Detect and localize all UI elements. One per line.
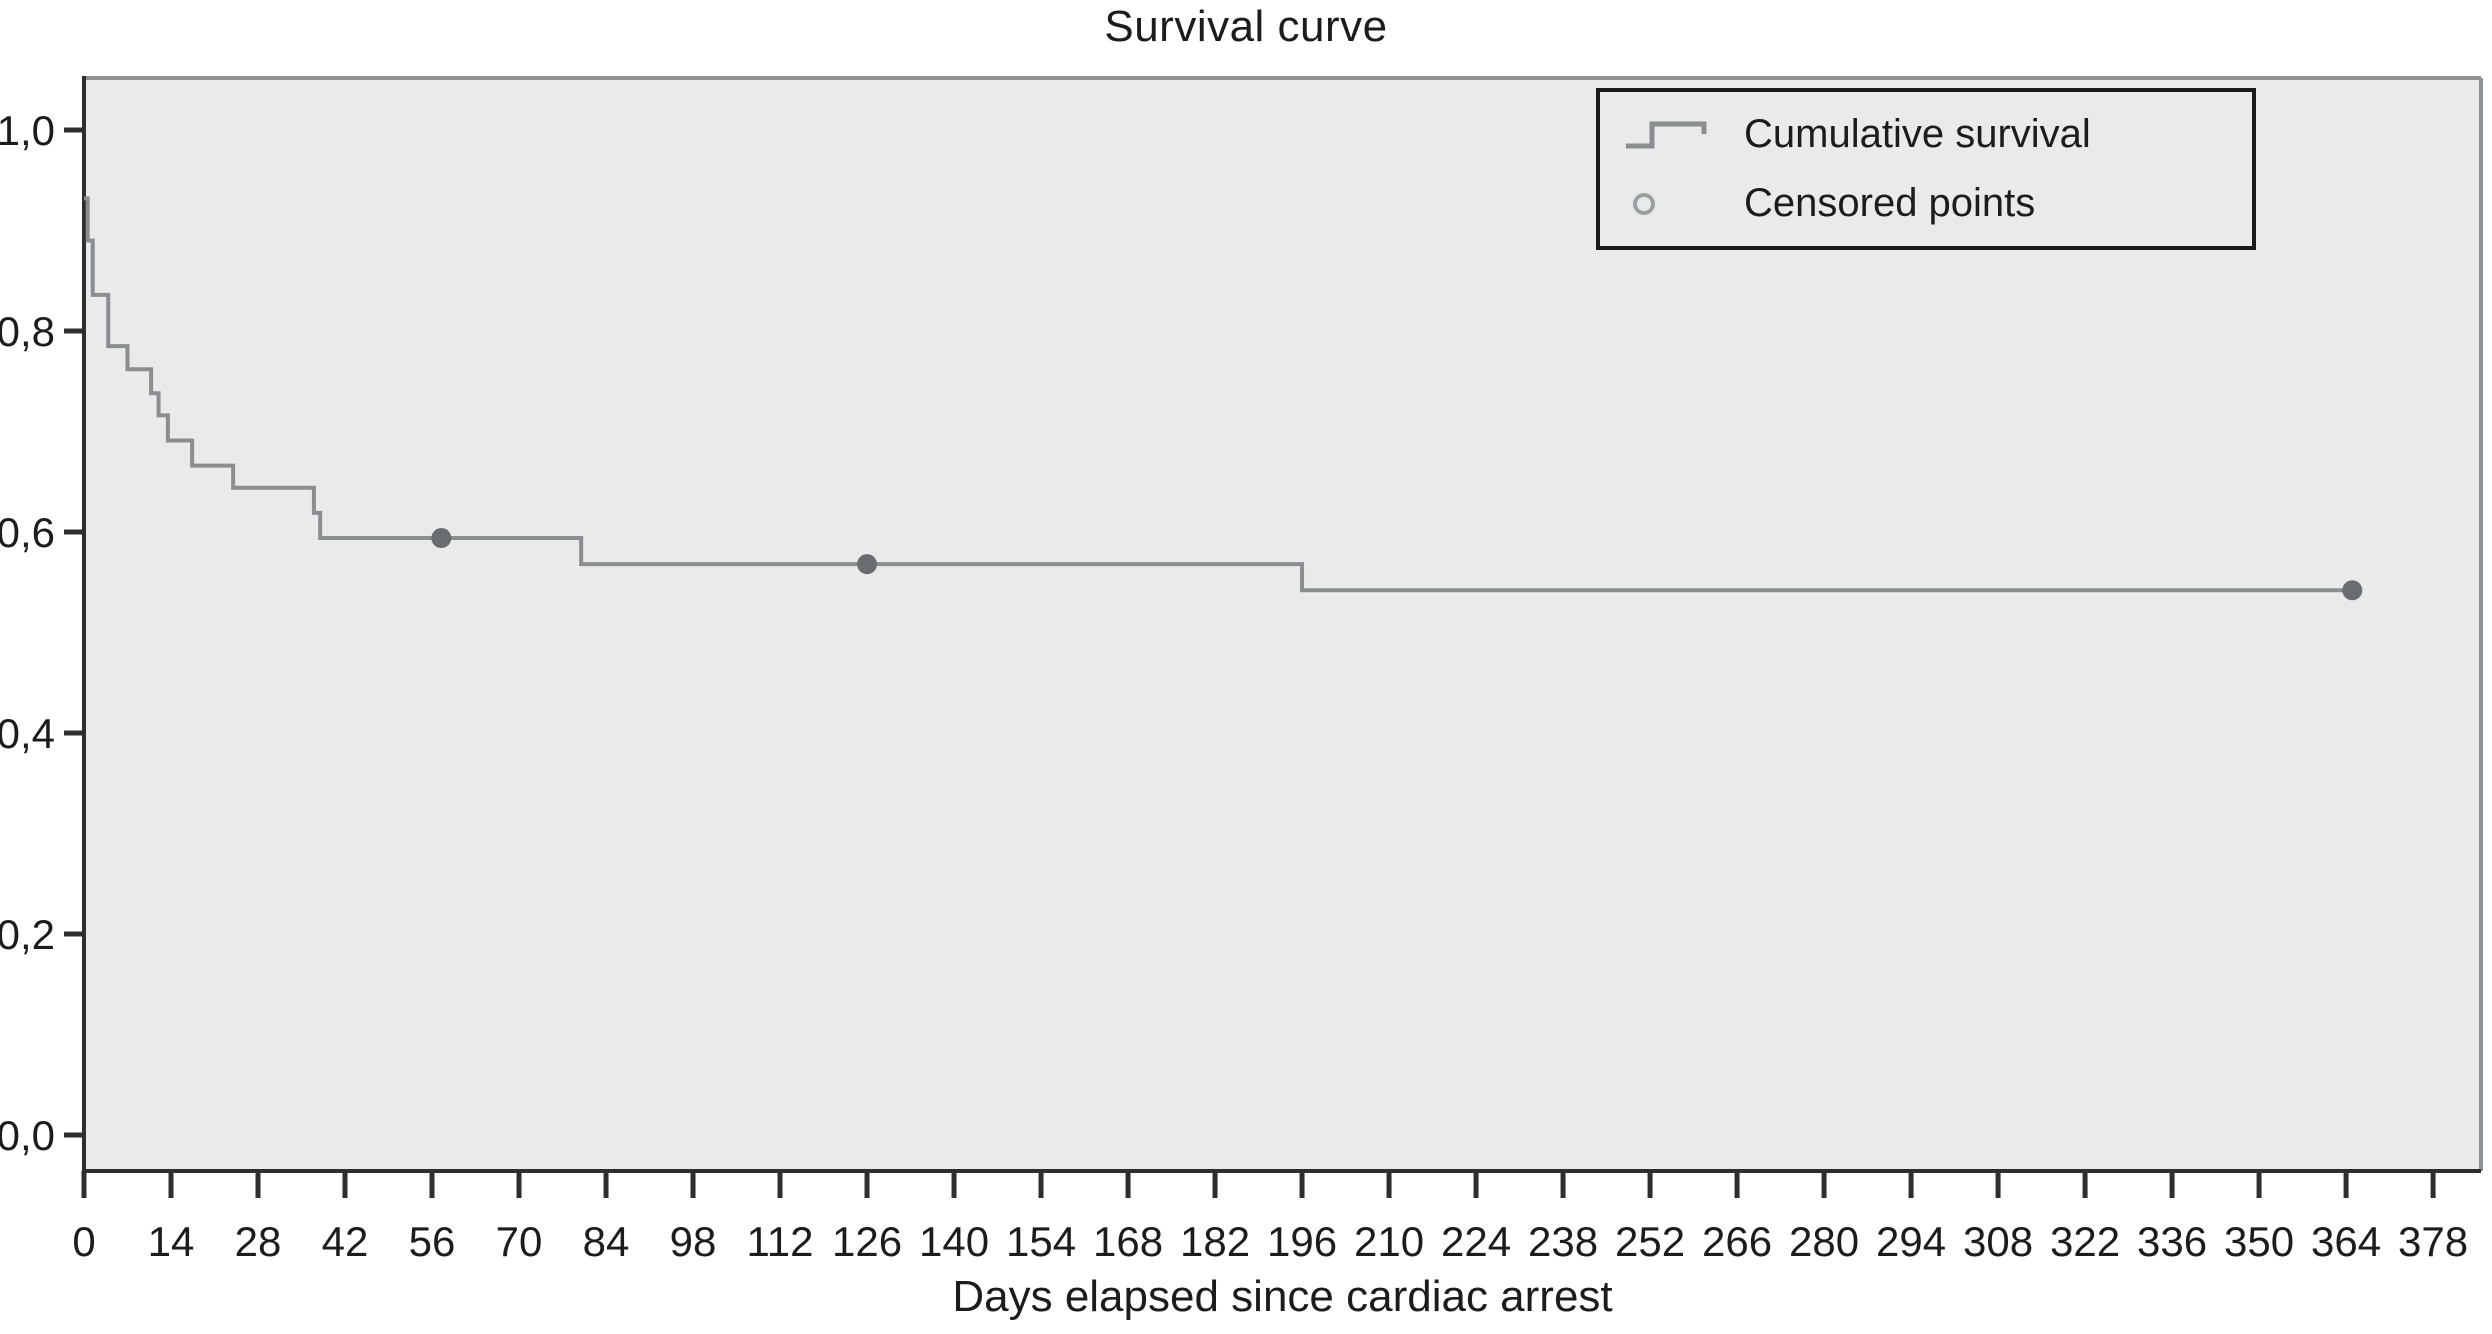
x-tick-label: 378 (2398, 1218, 2468, 1265)
step-line-icon (1622, 113, 1718, 157)
x-tick-label: 322 (2050, 1218, 2120, 1265)
open-circle-icon (1622, 182, 1718, 226)
x-tick-label: 28 (235, 1218, 282, 1265)
x-tick-label: 140 (919, 1218, 989, 1265)
x-tick-label: 266 (1702, 1218, 1772, 1265)
x-tick-label: 224 (1441, 1218, 1511, 1265)
x-tick-label: 336 (2137, 1218, 2207, 1265)
x-tick-label: 126 (832, 1218, 902, 1265)
x-tick-label: 308 (1963, 1218, 2033, 1265)
x-tick-label: 0 (72, 1218, 95, 1265)
legend-item-cumulative-survival: Cumulative survival (1622, 112, 2230, 157)
x-tick-label: 294 (1876, 1218, 1946, 1265)
x-tick-label: 154 (1006, 1218, 1076, 1265)
x-tick-label: 14 (148, 1218, 195, 1265)
x-tick-label: 238 (1528, 1218, 1598, 1265)
legend-item-censored-points: Censored points (1622, 181, 2230, 226)
y-tick-label: 0,4 (0, 710, 55, 757)
plot-area (84, 78, 2481, 1171)
legend-label: Censored points (1744, 181, 2036, 225)
legend-label: Cumulative survival (1744, 112, 2091, 156)
censored-point-marker (431, 528, 452, 549)
legend-box: Cumulative survival Censored points (1596, 88, 2256, 250)
x-tick-label: 112 (747, 1218, 814, 1265)
x-tick-label: 42 (322, 1218, 369, 1265)
y-tick-label: 0,6 (0, 509, 55, 556)
x-tick-label: 70 (496, 1218, 543, 1265)
x-tick-label: 182 (1180, 1218, 1250, 1265)
y-tick-label: 0,8 (0, 308, 55, 355)
x-tick-label: 84 (583, 1218, 630, 1265)
x-tick-label: 56 (409, 1218, 456, 1265)
x-tick-label: 196 (1267, 1218, 1337, 1265)
chart-title: Survival curve (1104, 2, 1388, 51)
x-tick-label: 210 (1354, 1218, 1424, 1265)
x-axis-title: Days elapsed since cardiac arrest (952, 1272, 1613, 1321)
x-tick-label: 98 (670, 1218, 717, 1265)
censored-point-marker (2342, 580, 2363, 601)
x-tick-label: 364 (2311, 1218, 2381, 1265)
x-tick-label: 168 (1093, 1218, 1163, 1265)
y-tick-label: 1,0 (0, 107, 55, 154)
x-tick-label: 280 (1789, 1218, 1859, 1265)
y-tick-label: 0,2 (0, 911, 55, 958)
y-tick-label: 0,0 (0, 1112, 55, 1159)
x-tick-label: 350 (2224, 1218, 2294, 1265)
x-tick-label: 252 (1615, 1218, 1685, 1265)
censored-point-marker (857, 554, 878, 575)
